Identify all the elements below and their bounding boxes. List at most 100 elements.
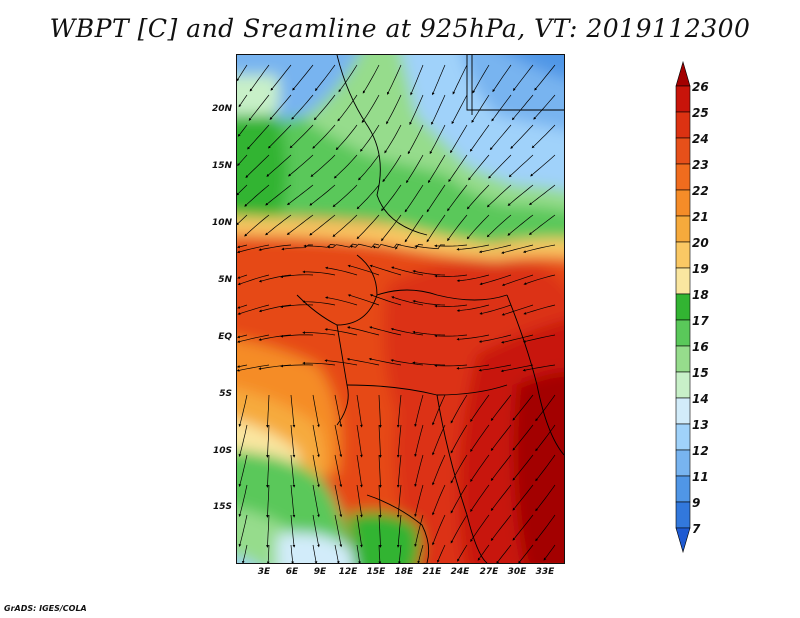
streamline (237, 364, 270, 372)
streamline (290, 454, 296, 488)
streamline (378, 454, 382, 488)
colorbar-label-13: 13 (692, 418, 709, 432)
lon-label-15e: 15E (366, 567, 386, 577)
streamline (325, 266, 358, 276)
streamline (387, 64, 402, 95)
lat-label-15s: 15S (212, 502, 232, 512)
streamline (447, 214, 468, 242)
streamline (478, 334, 512, 343)
streamline (412, 330, 446, 336)
streamline (356, 454, 363, 488)
streamline (265, 184, 292, 206)
streamline (512, 64, 534, 92)
streamline (372, 243, 402, 249)
lon-label-21e: 21E (422, 567, 442, 577)
streamline (390, 359, 424, 366)
streamline (312, 424, 320, 458)
colorbar-segment (675, 423, 691, 451)
streamline (534, 64, 556, 91)
streamline (312, 514, 320, 548)
streamline (414, 244, 446, 250)
streamline (501, 244, 534, 254)
streamline (247, 124, 270, 150)
streamline (346, 357, 380, 366)
streamline (412, 299, 446, 306)
colorbar-label-17: 17 (692, 314, 709, 328)
colorbar-segment (675, 111, 691, 139)
streamline (426, 214, 446, 243)
streamline (512, 424, 534, 451)
streamline (450, 424, 468, 454)
streamline (326, 243, 358, 249)
lat-label-10n: 10N (211, 218, 232, 228)
streamline (237, 244, 270, 254)
streamline (448, 154, 468, 183)
streamline (431, 94, 446, 125)
streamline (313, 94, 336, 121)
streamline (382, 154, 402, 183)
colorbar-label-23: 23 (692, 158, 709, 172)
streamline (409, 94, 424, 125)
streamline (434, 244, 468, 248)
streamline (404, 184, 424, 213)
streamline (280, 364, 314, 368)
lon-label-18e: 18E (394, 567, 414, 577)
streamline (290, 484, 296, 518)
streamline (507, 214, 534, 236)
lon-label-24e: 24E (450, 567, 470, 577)
streamline (386, 94, 402, 125)
streamline (414, 454, 424, 487)
lon-label-33e: 33E (535, 567, 555, 577)
streamline (258, 274, 292, 283)
lon-label-3e: 3E (257, 567, 271, 577)
streamline (432, 484, 446, 516)
streamline (238, 94, 248, 108)
streamline (478, 364, 512, 372)
streamline (414, 514, 424, 547)
streamline (488, 154, 512, 179)
colorbar-label-12: 12 (692, 444, 709, 458)
colorbar-label-20: 20 (692, 236, 709, 250)
streamline (395, 244, 424, 250)
streamline (489, 124, 512, 151)
streamline (471, 94, 490, 123)
streamline (378, 394, 382, 428)
streamline (492, 64, 512, 93)
streamline (237, 334, 270, 343)
streamline (427, 154, 446, 184)
streamlines (237, 64, 556, 563)
streamline (266, 544, 270, 563)
streamline (302, 300, 336, 306)
streamline (312, 454, 320, 488)
lon-label-30e: 30E (507, 567, 527, 577)
streamline (314, 64, 336, 92)
streamline (265, 214, 292, 236)
streamline (312, 544, 318, 563)
streamline (451, 94, 468, 125)
streamline (324, 328, 358, 336)
streamline (431, 64, 446, 96)
streamline (535, 394, 556, 422)
colorbar-label-22: 22 (692, 184, 709, 198)
lon-label-6e: 6E (285, 567, 299, 577)
streamline (310, 154, 336, 177)
streamline (290, 424, 296, 458)
streamline (347, 326, 380, 336)
streamline (378, 484, 382, 518)
streamline (356, 424, 363, 458)
streamline (450, 514, 468, 544)
streamline (237, 64, 248, 82)
streamline (486, 184, 512, 208)
streamline (356, 394, 363, 428)
colorbar-segment (675, 85, 691, 113)
streamline (432, 454, 446, 486)
colorbar-label-18: 18 (692, 288, 709, 302)
streamline (414, 394, 424, 427)
streamline (490, 484, 512, 512)
streamline (450, 394, 468, 424)
streamline (456, 244, 490, 251)
colorbar-label-14: 14 (692, 392, 709, 406)
colorbar-segment (675, 345, 691, 373)
streamline (432, 424, 446, 456)
colorbar-segment (675, 137, 691, 165)
